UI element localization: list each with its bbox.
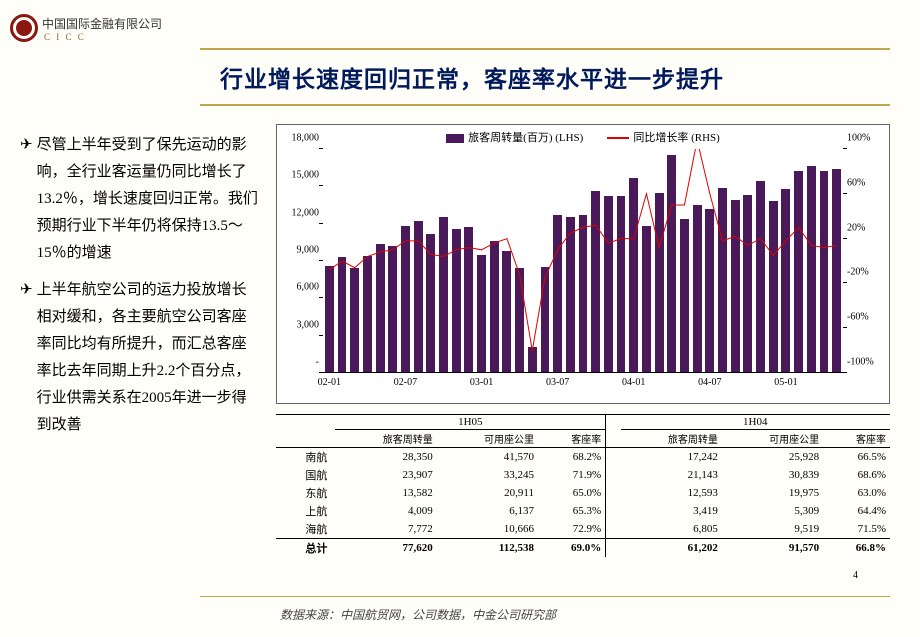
page-title: 行业增长速度回归正常，客座率水平进一步提升 xyxy=(220,60,890,94)
legend-line: 同比增长率 (RHS) xyxy=(607,129,719,145)
x-axis: 02-0102-0703-0103-0704-0104-0705-01 xyxy=(323,377,843,395)
page-number: 4 xyxy=(853,570,858,581)
table-row: 南航28,35041,57068.2%17,24225,92866.5% xyxy=(276,448,890,467)
company-name: 中国国际金融有限公司 xyxy=(42,15,162,32)
plane-icon: ✈ xyxy=(20,277,33,304)
plane-icon: ✈ xyxy=(20,132,33,159)
bullet-item: ✈尽管上半年受到了保先运动的影响，全行业客运量仍同比增长了13.2％，增长速度回… xyxy=(20,132,260,267)
table-row: 国航23,90733,24571.9%21,14330,83968.6% xyxy=(276,466,890,484)
chart: 旅客周转量(百万) (LHS) 同比增长率 (RHS) -3,0006,0009… xyxy=(276,124,890,404)
data-table: 1H051H04旅客周转量可用座公里客座率旅客周转量可用座公里客座率南航28,3… xyxy=(276,414,890,557)
bullet-list: ✈尽管上半年受到了保先运动的影响，全行业客运量仍同比增长了13.2％，增长速度回… xyxy=(20,124,260,557)
legend-bar: 旅客周转量(百万) (LHS) xyxy=(446,129,583,145)
data-source: 数据来源：中国航贸网，公司数据，中金公司研究部 xyxy=(280,606,556,623)
cicc-logo-icon xyxy=(10,14,38,42)
table-row: 上航4,0096,13765.3%3,4195,30964.4% xyxy=(276,502,890,520)
bullet-text: 上半年航空公司的运力投放增长相对缓和，各主要航空公司客座率同比均有所提升，而汇总… xyxy=(37,277,260,439)
header: 中国国际金融有限公司 C I C C xyxy=(0,0,920,48)
table-row: 东航13,58220,91165.0%12,59319,97563.0% xyxy=(276,484,890,502)
bullet-text: 尽管上半年受到了保先运动的影响，全行业客运量仍同比增长了13.2％，增长速度回归… xyxy=(37,132,260,267)
footer-rule xyxy=(200,596,890,597)
table-row: 海航7,77210,66672.9%6,8059,51971.5% xyxy=(276,520,890,539)
chart-legend: 旅客周转量(百万) (LHS) 同比增长率 (RHS) xyxy=(285,129,881,145)
bullet-item: ✈上半年航空公司的运力投放增长相对缓和，各主要航空公司客座率同比均有所提升，而汇… xyxy=(20,277,260,439)
table-total: 总计77,620112,53869.0%61,20291,57066.8% xyxy=(276,539,890,558)
y-axis-right: -100%-60%-20%20%60%100% xyxy=(845,149,885,373)
y-axis-left: -3,0006,0009,00012,00015,00018,000 xyxy=(281,149,321,373)
title-bar: 行业增长速度回归正常，客座率水平进一步提升 xyxy=(200,48,890,106)
company-ticker: C I C C xyxy=(44,32,162,42)
logo: 中国国际金融有限公司 C I C C xyxy=(10,14,162,42)
plot-area xyxy=(323,149,843,373)
growth-line xyxy=(323,149,843,373)
